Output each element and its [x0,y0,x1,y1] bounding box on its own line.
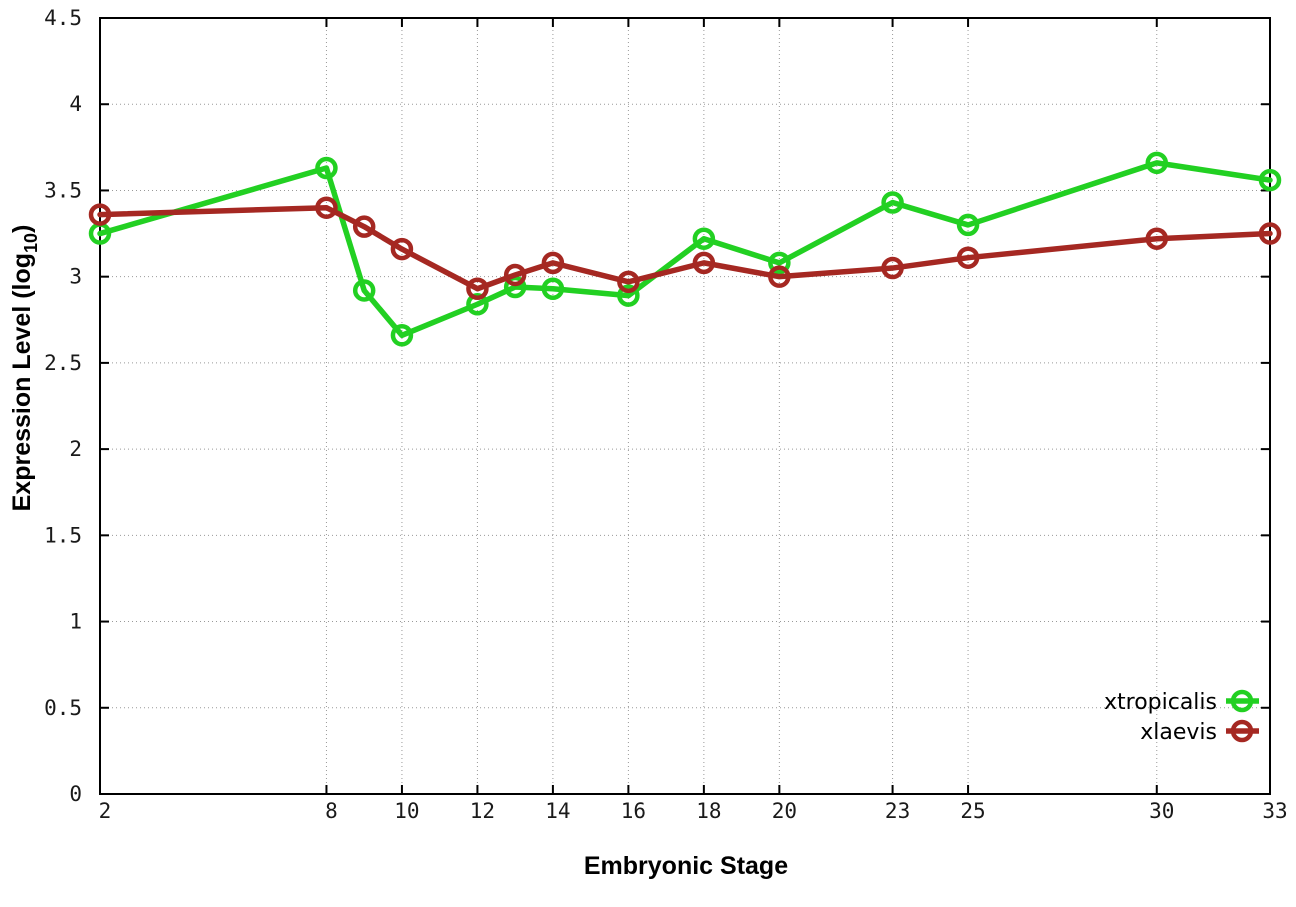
x-tick-label: 16 [621,799,646,823]
tick-marks [99,17,1271,795]
marker-xlaevis [617,270,640,294]
legend: xtropicalis xlaevis [1104,689,1259,745]
x-tick-label: 20 [772,799,797,823]
marker-xlaevis [466,277,489,300]
legend-marker-xlaevis [1230,719,1254,743]
y-tick-label: 4.5 [44,6,82,30]
grid-layer [99,17,1271,795]
legend-label-xlaevis: xlaevis [1140,720,1217,745]
plot-border-rect [99,17,1271,795]
marker-xtropicalis [466,293,489,316]
y-tick-label: 0 [69,782,82,806]
y-tick-label: 4 [69,92,82,116]
legend-samples [1226,689,1259,743]
legend-label-xtropicalis: xtropicalis [1104,690,1217,715]
x-axis-title: Embryonic Stage [584,852,788,880]
marker-xlaevis [390,237,414,261]
y-tick-label: 0.5 [44,696,82,720]
marker-xtropicalis [1258,168,1282,192]
x-tick-label: 10 [394,799,419,823]
marker-xlaevis [315,196,338,219]
marker-xtropicalis [768,251,791,275]
x-tick-label: 33 [1262,799,1287,823]
marker-xlaevis [768,265,791,288]
marker-xlaevis [1258,222,1282,245]
x-tick-label: 30 [1149,799,1174,823]
x-tick-label: 8 [325,799,338,823]
marker-xlaevis [956,246,980,269]
legend-marker-xtropicalis [1230,689,1254,713]
marker-xtropicalis [315,156,338,180]
y-axis-title: Expression Level (log10) [8,225,41,512]
y-tick-label: 2.5 [44,351,82,375]
marker-xtropicalis [692,227,716,250]
marker-xtropicalis [956,213,980,237]
y-tick-label: 2 [69,437,82,461]
y-tick-label: 1 [69,610,82,634]
y-tick-label: 3 [69,265,82,289]
marker-xlaevis [881,256,904,280]
marker-xtropicalis [352,279,376,302]
x-tick-label: 23 [885,799,910,823]
marker-xlaevis [692,251,716,275]
marker-xlaevis [541,251,565,275]
series-layer [88,151,1282,347]
marker-xlaevis [88,203,112,226]
marker-xtropicalis [503,275,527,299]
plot-border [99,17,1271,795]
x-tick-label: 18 [696,799,721,823]
marker-xlaevis [352,215,376,238]
marker-xtropicalis [617,284,640,307]
marker-xtropicalis [881,191,904,214]
x-tick-label: 12 [470,799,495,823]
y-tick-label: 3.5 [44,178,82,202]
marker-xlaevis [503,263,527,287]
marker-xlaevis [1145,227,1169,250]
marker-xtropicalis [1145,151,1169,175]
x-tick-label: 14 [545,799,570,823]
marker-xtropicalis [541,277,565,300]
y-tick-label: 1.5 [44,523,82,547]
marker-xtropicalis [390,324,414,347]
series-line-xtropicalis [97,160,1273,339]
x-tick-label: 25 [960,799,985,823]
x-tick-label: 2 [99,799,112,823]
tick-labels: 2 8 10 12 14 16 18 20 23 25 30 33 0 0.5 1 1.5 2 2.5 3 3.5 4 4… [44,6,1288,823]
